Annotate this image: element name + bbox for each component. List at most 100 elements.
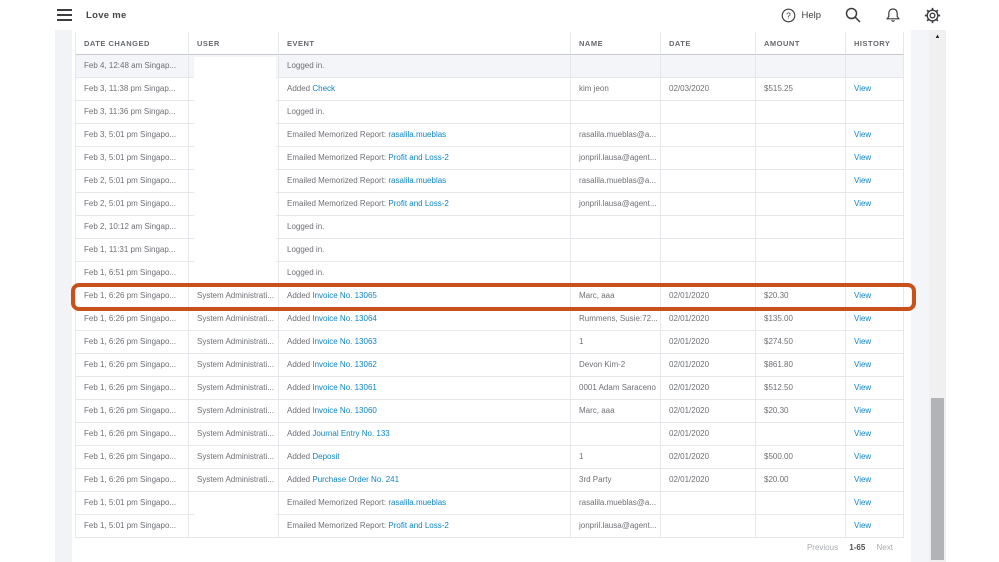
user-redaction-overlay bbox=[194, 494, 276, 537]
date-changed-cell: Feb 2, 10:12 am Singap... bbox=[76, 216, 189, 239]
view-history-link[interactable]: View bbox=[854, 176, 872, 185]
view-history-link[interactable]: View bbox=[854, 360, 872, 369]
event-text: Added bbox=[287, 452, 313, 461]
user-cell: System Administrati... bbox=[189, 331, 279, 354]
event-link[interactable]: rasalila.mueblas bbox=[388, 130, 447, 139]
table-row: Feb 1, 6:26 pm Singapo... System Administ… bbox=[76, 469, 904, 492]
event-cell: Logged in. bbox=[279, 262, 571, 285]
amount-cell bbox=[756, 147, 846, 170]
event-link[interactable]: Profit and Loss-2 bbox=[388, 521, 449, 530]
search-icon[interactable] bbox=[844, 6, 862, 24]
date-cell: 02/01/2020 bbox=[661, 308, 756, 331]
date-changed-cell: Feb 1, 6:26 pm Singapo... bbox=[76, 285, 189, 308]
table-row: Feb 1, 6:26 pm Singapo... System Administ… bbox=[76, 423, 904, 446]
date-cell bbox=[661, 492, 756, 515]
svg-text:?: ? bbox=[787, 10, 792, 20]
pagination-next[interactable]: Next bbox=[876, 543, 893, 552]
event-link[interactable]: rasalila.mueblas bbox=[388, 176, 447, 185]
history-cell: View bbox=[846, 193, 904, 216]
event-text: Logged in. bbox=[287, 61, 325, 70]
event-link[interactable]: Deposit bbox=[312, 452, 340, 461]
amount-cell bbox=[756, 101, 846, 124]
name-cell: 1 bbox=[571, 331, 661, 354]
view-history-link[interactable]: View bbox=[854, 153, 872, 162]
user-cell: System Administrati... bbox=[189, 354, 279, 377]
view-history-link[interactable]: View bbox=[854, 521, 872, 530]
name-cell: Marc, aaa bbox=[571, 285, 661, 308]
settings-gear-icon[interactable] bbox=[924, 7, 941, 24]
history-cell: View bbox=[846, 377, 904, 400]
event-link[interactable]: Invoice No. 13064 bbox=[312, 314, 377, 323]
date-changed-cell: Feb 4, 12:48 am Singap... bbox=[76, 55, 189, 78]
name-cell: jonpril.lausa@agent... bbox=[571, 515, 661, 538]
view-history-link[interactable]: View bbox=[854, 498, 872, 507]
event-text: Added bbox=[287, 360, 313, 369]
event-text: Emailed Memorized Report: bbox=[287, 199, 389, 208]
event-text: Logged in. bbox=[287, 107, 325, 116]
event-link[interactable]: Purchase Order No. 241 bbox=[312, 475, 400, 484]
event-text: Emailed Memorized Report: bbox=[287, 176, 389, 185]
name-cell: jonpril.lausa@agent... bbox=[571, 147, 661, 170]
event-link[interactable]: rasalila.mueblas bbox=[388, 498, 447, 507]
amount-cell bbox=[756, 55, 846, 78]
date-cell bbox=[661, 101, 756, 124]
amount-cell: $20.30 bbox=[756, 285, 846, 308]
event-link[interactable]: Check bbox=[312, 84, 336, 93]
view-history-link[interactable]: View bbox=[854, 383, 872, 392]
view-history-link[interactable]: View bbox=[854, 84, 872, 93]
table-header-row: DATE CHANGED USER EVENT NAME DATE AMOUNT HISTO… bbox=[76, 32, 904, 55]
table-row: Feb 3, 11:38 pm Singap... Added Check kim … bbox=[76, 78, 904, 101]
scrollbar[interactable]: ▲ bbox=[929, 30, 946, 562]
event-text: Added bbox=[287, 337, 313, 346]
view-history-link[interactable]: View bbox=[854, 406, 872, 415]
view-history-link[interactable]: View bbox=[854, 199, 872, 208]
date-cell: 02/01/2020 bbox=[661, 354, 756, 377]
event-text: Added bbox=[287, 383, 313, 392]
pagination-previous[interactable]: Previous bbox=[806, 543, 839, 552]
scroll-up-arrow-icon[interactable]: ▲ bbox=[934, 34, 941, 40]
view-history-link[interactable]: View bbox=[854, 337, 872, 346]
notifications-bell-icon[interactable] bbox=[885, 7, 901, 23]
event-cell: Logged in. bbox=[279, 101, 571, 124]
user-cell: System Administrati... bbox=[189, 469, 279, 492]
hamburger-menu-icon[interactable] bbox=[57, 9, 72, 21]
event-link[interactable]: Profit and Loss-2 bbox=[388, 199, 449, 208]
view-history-link[interactable]: View bbox=[854, 452, 872, 461]
view-history-link[interactable]: View bbox=[854, 429, 872, 438]
event-cell: Added Invoice No. 13061 bbox=[279, 377, 571, 400]
date-changed-cell: Feb 1, 6:26 pm Singapo... bbox=[76, 469, 189, 492]
pagination: Previous 1-65 Next bbox=[75, 543, 893, 552]
event-link[interactable]: Journal Entry No. 133 bbox=[312, 429, 390, 438]
amount-cell: $515.25 bbox=[756, 78, 846, 101]
table-row: Feb 1, 6:26 pm Singapo... System Administ… bbox=[76, 354, 904, 377]
event-link[interactable]: Invoice No. 13065 bbox=[312, 291, 377, 300]
view-history-link[interactable]: View bbox=[854, 475, 872, 484]
date-changed-cell: Feb 3, 5:01 pm Singapo... bbox=[76, 147, 189, 170]
date-changed-cell: Feb 2, 5:01 pm Singapo... bbox=[76, 193, 189, 216]
event-cell: Added Deposit bbox=[279, 446, 571, 469]
history-cell: View bbox=[846, 446, 904, 469]
event-cell: Logged in. bbox=[279, 55, 571, 78]
scrollbar-thumb[interactable] bbox=[931, 398, 944, 560]
date-cell bbox=[661, 124, 756, 147]
date-changed-cell: Feb 1, 6:26 pm Singapo... bbox=[76, 354, 189, 377]
date-changed-cell: Feb 3, 5:01 pm Singapo... bbox=[76, 124, 189, 147]
event-text: Added bbox=[287, 314, 313, 323]
help-button[interactable]: ? Help bbox=[781, 8, 821, 23]
event-cell: Emailed Memorized Report: rasalila.muebl… bbox=[279, 492, 571, 515]
history-cell bbox=[846, 55, 904, 78]
event-cell: Emailed Memorized Report: Profit and Los… bbox=[279, 515, 571, 538]
event-link[interactable]: Invoice No. 13061 bbox=[312, 383, 377, 392]
date-changed-cell: Feb 1, 6:51 pm Singapo... bbox=[76, 262, 189, 285]
date-cell bbox=[661, 55, 756, 78]
view-history-link[interactable]: View bbox=[854, 291, 872, 300]
date-cell: 02/01/2020 bbox=[661, 469, 756, 492]
event-link[interactable]: Invoice No. 13063 bbox=[312, 337, 377, 346]
view-history-link[interactable]: View bbox=[854, 314, 872, 323]
column-header-history: HISTORY bbox=[846, 32, 904, 55]
view-history-link[interactable]: View bbox=[854, 130, 872, 139]
event-link[interactable]: Invoice No. 13060 bbox=[312, 406, 377, 415]
event-link[interactable]: Profit and Loss-2 bbox=[388, 153, 449, 162]
event-link[interactable]: Invoice No. 13062 bbox=[312, 360, 377, 369]
